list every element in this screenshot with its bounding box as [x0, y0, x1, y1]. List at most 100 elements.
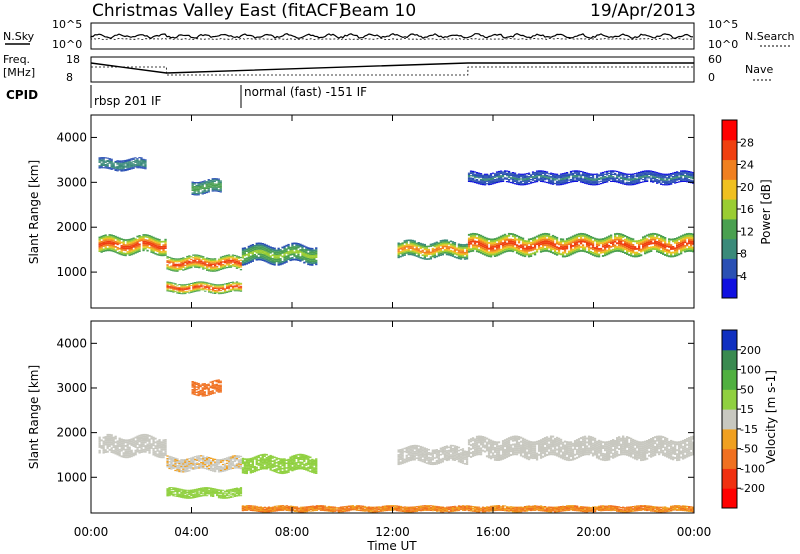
heatmap-cell: [186, 262, 189, 264]
heatmap-cell: [203, 180, 206, 182]
heatmap-cell: [197, 388, 200, 390]
heatmap-cell: [563, 181, 567, 184]
heatmap-cell: [197, 184, 200, 186]
heatmap-cell: [660, 182, 663, 184]
heatmap-cell: [646, 240, 649, 243]
heatmap-cell: [427, 245, 430, 248]
heatmap-cell: [608, 177, 611, 179]
heatmap-cell: [676, 254, 679, 257]
heatmap-cell: [200, 264, 203, 267]
heatmap-cell: [156, 444, 159, 446]
heatmap-cell: [170, 490, 173, 492]
heatmap-cell: [154, 447, 157, 449]
heatmap-cell: [644, 246, 647, 249]
heatmap-cell: [509, 244, 513, 247]
heatmap-cell: [589, 181, 593, 183]
heatmap-cell: [221, 265, 225, 267]
heatmap-cell: [624, 177, 627, 180]
heatmap-cell: [186, 261, 189, 263]
heatmap-cell: [505, 248, 509, 251]
heatmap-cell: [257, 246, 260, 248]
heatmap-cell: [130, 240, 133, 242]
freq-traces: [90, 62, 694, 76]
heatmap-cell: [192, 460, 195, 462]
heatmap-cell: [198, 466, 201, 468]
heatmap-cell: [201, 181, 204, 183]
heatmap-cell: [144, 235, 147, 238]
heatmap-cell: [501, 244, 505, 246]
heatmap-cell: [539, 173, 543, 175]
heatmap-cell: [110, 439, 113, 442]
heatmap-cell: [589, 182, 593, 185]
heatmap-cell: [656, 180, 659, 182]
heatmap-cell: [523, 180, 527, 182]
heatmap-cell: [178, 259, 181, 261]
heatmap-cell: [485, 176, 489, 178]
heatmap-cell: [612, 241, 615, 244]
heatmap-cell: [599, 251, 603, 254]
heatmap-cell: [180, 467, 183, 469]
heatmap-cell: [207, 387, 210, 389]
heatmap-cell: [138, 160, 141, 162]
heatmap-cell: [567, 177, 571, 179]
heatmap-cell: [457, 254, 461, 257]
heatmap-cell: [112, 436, 115, 439]
heatmap-cell: [497, 236, 501, 239]
heatmap-cell: [565, 243, 569, 246]
heatmap-cell: [569, 249, 573, 252]
heatmap-cell: [511, 176, 515, 178]
heatmap-cell: [237, 462, 241, 464]
heatmap-cell: [557, 181, 561, 184]
heatmap-cell: [206, 460, 209, 462]
heatmap-cell: [523, 181, 527, 183]
heatmap-cell: [263, 249, 266, 251]
heatmap-cell: [158, 245, 161, 248]
heatmap-cell: [608, 246, 611, 249]
heatmap-cell: [267, 249, 270, 251]
heatmap-cell: [164, 254, 167, 256]
heatmap-cell: [668, 177, 671, 179]
heatmap-cell: [680, 173, 683, 176]
heatmap-cell: [172, 465, 175, 467]
heatmap-cell: [601, 174, 605, 176]
heatmap-cell: [215, 183, 218, 185]
heatmap-cell: [630, 183, 633, 185]
heatmap-cell: [443, 248, 447, 251]
heatmap-cell: [459, 247, 463, 249]
heatmap-cell: [313, 260, 316, 263]
heatmap-cell: [138, 444, 141, 447]
heatmap-cell: [225, 462, 229, 464]
heatmap-cell: [650, 250, 653, 252]
heatmap-cell: [573, 240, 577, 243]
heatmap-cell: [249, 248, 252, 251]
heatmap-cell: [233, 260, 237, 262]
heatmap-cell: [247, 258, 250, 261]
heatmap-cell: [191, 192, 194, 194]
heatmap-cell: [227, 490, 231, 492]
heatmap-cell: [618, 178, 621, 180]
heatmap-cell: [401, 253, 404, 255]
heatmap-cell: [551, 182, 555, 184]
heatmap-cell: [688, 232, 691, 235]
heatmap-cell: [648, 250, 651, 253]
heatmap-cell: [610, 236, 613, 239]
heatmap-cell: [477, 174, 481, 177]
heatmap-cell: [188, 285, 191, 287]
heatmap-cell: [140, 239, 143, 242]
heatmap-cell: [624, 252, 627, 254]
heatmap-cell: [210, 468, 213, 470]
heatmap-cell: [483, 248, 487, 250]
heatmap-cell: [98, 438, 101, 441]
heatmap-cell: [168, 267, 171, 269]
heatmap-cell: [209, 181, 212, 183]
heatmap-cell: [543, 175, 547, 177]
heatmap-cell: [569, 172, 573, 174]
heatmap-cell: [638, 175, 641, 177]
heatmap-cell: [678, 179, 681, 181]
heatmap-cell: [616, 242, 619, 245]
heatmap-cell: [614, 235, 617, 237]
heatmap-cell: [285, 250, 288, 252]
heatmap-cell: [186, 466, 189, 468]
heatmap-cell: [108, 246, 111, 248]
heatmap-cell: [301, 251, 304, 254]
